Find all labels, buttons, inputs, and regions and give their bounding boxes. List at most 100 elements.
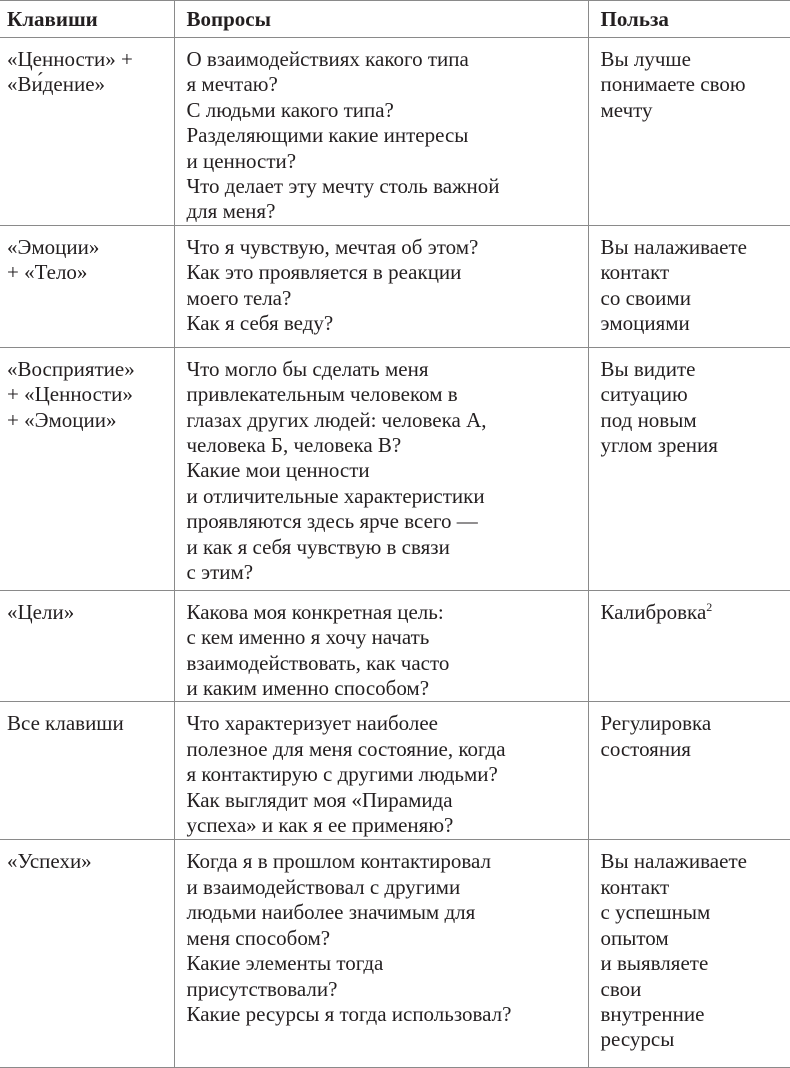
line-text: и взаимодействовал с другими (186, 874, 461, 899)
keys-cell: «Восприятие» + «Ценности» + «Эмоции» (0, 346, 175, 591)
questions-line: с кем именно я хочу начать (187, 625, 576, 650)
benefit-line: состояния (601, 737, 779, 762)
line-text: я мечтаю? (186, 72, 278, 97)
line-text: «Восприятие» (7, 356, 135, 381)
questions-cell: О взаимодействиях какого типа я мечтаю? С … (173, 37, 589, 226)
benefit-line: Вы налаживаете (601, 235, 779, 260)
questions-line: привлекательным человеком в (187, 382, 576, 407)
line-text: и как я себя чувствую в связи (186, 534, 450, 559)
questions-line: для меня? (187, 199, 576, 224)
benefit-line: Вы лучше (601, 47, 779, 72)
line-text: Как это проявляется в реакции (186, 260, 462, 285)
keys-line: «Восприятие» (7, 357, 162, 382)
line-text: и каким именно способом? (186, 676, 430, 701)
questions-line: я мечтаю? (187, 72, 576, 97)
keys-cell: Все клавиши (0, 701, 175, 841)
benefit-cell: Вы лучше понимаете свою мечту (587, 37, 790, 226)
line-text: ресурсы (600, 1027, 675, 1052)
line-text: Что могло бы сделать меня (186, 356, 429, 381)
line-text: и выявляете (600, 951, 709, 976)
questions-line: Что характеризует наиболее (187, 711, 576, 736)
line-text: я контактирую с другими людьми? (186, 762, 498, 787)
benefit-cell: Калибровка2 (587, 589, 790, 703)
questions-line: Какова моя конкретная цель: (187, 600, 576, 625)
questions-line: Как выглядит моя «Пирамида (187, 788, 576, 813)
line-text: человека Б, человека В? (186, 433, 402, 458)
line-text: + «Эмоции» (7, 407, 117, 432)
line-text: Какова моя конкретная цель: (186, 599, 444, 624)
line-text: меня способом? (186, 925, 331, 950)
line-text: со своими (600, 285, 691, 310)
keys-line: Все клавиши (7, 711, 162, 736)
keys-line: «Цели» (7, 600, 162, 625)
questions-line: Как это проявляется в реакции (187, 260, 576, 285)
line-text: внутренние (600, 1001, 705, 1026)
line-text: опытом (600, 925, 669, 950)
line-text: проявляются здесь ярче всего — (186, 509, 478, 534)
questions-line: меня способом? (187, 926, 576, 951)
benefit-line: контакт (601, 875, 779, 900)
questions-line: Какие элементы тогда (187, 951, 576, 976)
line-text: Что я чувствую, мечтая об этом? (186, 234, 479, 259)
line-text: + «Тело» (7, 260, 88, 285)
line-text: состояния (600, 736, 691, 761)
benefit-line: со своими (601, 286, 779, 311)
benefit-line: свои (601, 977, 779, 1002)
line-text: Вы налаживаете (600, 234, 747, 259)
line-text: успеха» и как я ее применяю? (186, 813, 454, 838)
benefit-line: углом зрения (601, 433, 779, 458)
line-text: людьми наиболее значимым для (186, 900, 476, 925)
questions-line: и как я себя чувствую в связи (187, 535, 576, 560)
benefit-line: Вы видите (601, 357, 779, 382)
keys-cell: «Успехи» (0, 839, 175, 1068)
line-text: Вы лучше (600, 47, 691, 71)
line-text: и отличительные характеристики (186, 483, 485, 508)
line-text: углом зрения (600, 433, 718, 458)
line-text: с кем именно я хочу начать (186, 625, 430, 650)
line-text: и ценности? (186, 148, 297, 173)
benefit-line: ситуацию (601, 382, 779, 407)
questions-line: людьми наиболее значимым для (187, 900, 576, 925)
footnote-marker: 2 (706, 599, 713, 614)
line-text: Какие ресурсы я тогда использовал? (186, 1001, 512, 1026)
keys-line: + «Тело» (7, 260, 162, 285)
questions-cell: Что могло бы сделать меня привлекательным… (173, 346, 589, 591)
benefit-line: контакт (601, 260, 779, 285)
header-keys: Клавиши (0, 0, 175, 38)
line-text: О взаимодействиях какого типа (186, 47, 469, 71)
line-text: ситуацию (600, 382, 688, 407)
questions-line: успеха» и как я ее применяю? (187, 813, 576, 838)
keys-line: + «Ценности» (7, 382, 162, 407)
benefit-line: Вы налаживаете (601, 849, 779, 874)
line-text: мечту (600, 97, 653, 122)
benefit-cell: Регулировка состояния (587, 701, 790, 841)
keys-cell: «Цели» (0, 589, 175, 703)
benefit-cell: Вы видите ситуацию под новым углом зрения (587, 346, 790, 591)
questions-line: проявляются здесь ярче всего — (187, 509, 576, 534)
line-text: понимаете свою (600, 72, 746, 97)
questions-line: и отличительные характеристики (187, 484, 576, 509)
table-row: «Восприятие» + «Ценности» + «Эмоции» Что мо… (0, 346, 790, 591)
line-text: полезное для меня состояние, когда (186, 736, 506, 761)
line-text: «Цели» (7, 599, 75, 624)
table-row: «Успехи» Когда я в прошлом контактировал и… (0, 839, 790, 1068)
header-benefit: Польза (587, 0, 790, 38)
line-text: Регулировка (600, 711, 712, 736)
line-text: Разделяющими какие интересы (186, 123, 469, 148)
line-text: Все клавиши (7, 711, 124, 736)
line-text: присутствовали? (186, 976, 338, 1001)
line-text: глазах других людей: человека А, (186, 407, 487, 432)
line-text: Что характеризует наиболее (186, 711, 438, 736)
keys-line: «Ви́дение» (7, 72, 162, 97)
questions-line: Как я себя веду? (187, 311, 576, 336)
header-questions: Вопросы (173, 0, 589, 38)
benefit-line: понимаете свою (601, 72, 779, 97)
questions-line: Разделяющими какие интересы (187, 123, 576, 148)
benefit-line: опытом (601, 926, 779, 951)
line-text: Какие мои ценности (186, 458, 370, 483)
benefit-cell: Вы налаживаете контакт с успешным опытом и в… (587, 839, 790, 1068)
benefit-cell: Вы налаживаете контакт со своими эмоциями (587, 224, 790, 348)
header-row: Клавиши Вопросы Польза (0, 0, 790, 38)
questions-line: я контактирую с другими людьми? (187, 762, 576, 787)
benefit-line: внутренние (601, 1002, 779, 1027)
